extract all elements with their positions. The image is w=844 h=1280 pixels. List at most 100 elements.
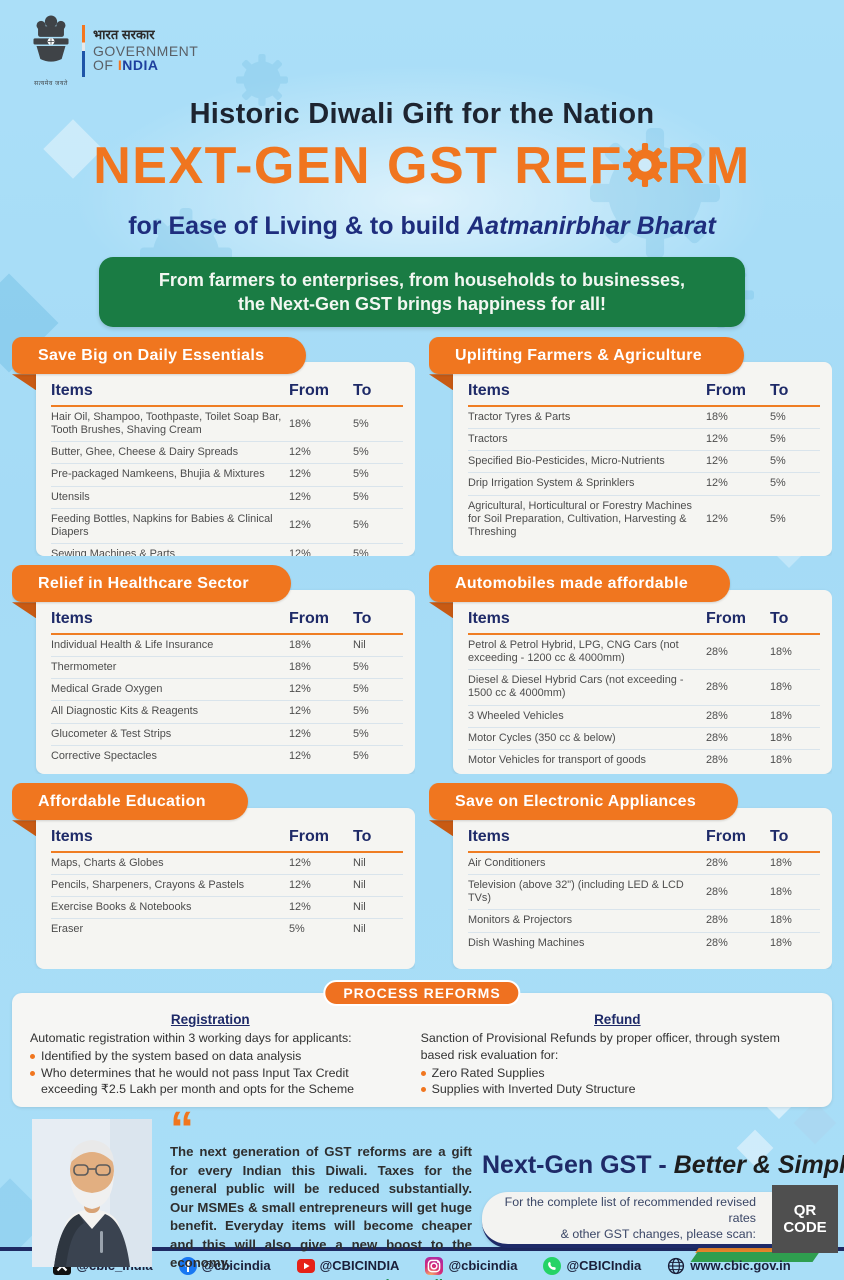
social-link-whatsapp[interactable]: @CBICIndia: [543, 1256, 642, 1275]
refund-intro: Sanction of Provisional Refunds by prope…: [420, 1031, 780, 1062]
ribbon-fold: [12, 374, 36, 391]
item-name: Glucometer & Test Strips: [51, 722, 289, 746]
rate-table: Items From To Individual Health & Life I…: [51, 610, 403, 767]
to-rate: 5%: [353, 507, 403, 544]
social-link-website[interactable]: www.cbic.gov.in: [667, 1257, 791, 1275]
cta-headline: Next-Gen GST - Better & Simpler !: [482, 1151, 844, 1180]
gov-line2: OF INDIA: [93, 57, 159, 74]
col-header-from: From: [289, 610, 353, 636]
category-title: Save Big on Daily Essentials: [38, 347, 265, 365]
table-row: Monitors & Projectors 28% 18%: [468, 909, 820, 932]
from-rate: 12%: [289, 744, 353, 767]
scan-instruction: For the complete list of recommended rev…: [504, 1194, 756, 1242]
item-name: Individual Health & Life Insurance: [51, 639, 214, 652]
to-rate: Nil: [353, 639, 366, 652]
item-name: Diesel & Diesel Hybrid Cars (not exceedi…: [468, 669, 706, 705]
table-row: Pencils, Sharpeners, Crayons & Pastels 12…: [51, 874, 403, 897]
category-panel: Items From To Petrol & Petrol Hybrid, LP…: [453, 590, 832, 775]
table-row: Glucometer & Test Strips 12% 5%: [51, 722, 403, 746]
from-rate: 18%: [289, 417, 311, 430]
to-rate: 5%: [353, 722, 403, 746]
col-header-items: Items: [468, 382, 706, 408]
table-row: Individual Health & Life Insurance 18% Nil: [51, 634, 403, 657]
from-rate: 28%: [706, 857, 728, 870]
from-rate: 12%: [289, 441, 353, 464]
process-reforms-badge: PROCESS REFORMS: [323, 980, 521, 1007]
table-row: Television (above 32") (including LED & …: [468, 874, 820, 910]
scan-pill: For the complete list of recommended rev…: [482, 1185, 838, 1254]
rate-table: Items From To Maps, Charts & Globes 12% Ni…: [51, 828, 403, 941]
ribbon-fold: [429, 820, 453, 837]
category-card: Automobiles made affordable Items From T…: [429, 565, 832, 775]
col-header-items: Items: [468, 610, 706, 636]
table-row: Air Conditioners 28% 18%: [468, 852, 820, 875]
table-row: Corrective Spectacles 12% 5%: [51, 744, 403, 767]
emblem-caption: सत्यमेव जयते: [34, 81, 68, 87]
item-name: Air Conditioners: [468, 857, 546, 870]
item-name: Butter, Ghee, Cheese & Dairy Spreads: [51, 441, 289, 464]
to-rate: Nil: [353, 874, 403, 897]
whatsapp-icon: [543, 1256, 562, 1275]
ashoka-emblem-icon: [33, 15, 69, 62]
to-rate: 18%: [770, 645, 792, 658]
to-rate: 5%: [353, 678, 403, 701]
table-row: Hair Oil, Shampoo, Toothpaste, Toilet So…: [51, 406, 403, 442]
from-rate: 12%: [706, 450, 770, 473]
category-panel: Items From To Individual Health & Life I…: [36, 590, 415, 775]
to-rate: 5%: [353, 744, 403, 767]
rate-table: Items From To Air Conditioners 28% 18% Tele…: [468, 828, 820, 954]
bullet-item: Supplies with Inverted Duty Structure: [420, 1081, 814, 1098]
to-rate: Nil: [353, 918, 403, 941]
to-rate: 5%: [353, 441, 403, 464]
item-name: All Diagnostic Kits & Reagents: [51, 700, 289, 723]
facebook-icon: [178, 1256, 197, 1275]
kicker-title: Historic Diwali Gift for the Nation: [189, 98, 655, 130]
social-link-instagram[interactable]: @cbicindia: [425, 1256, 517, 1275]
table-row: Exercise Books & Notebooks 12% Nil: [51, 896, 403, 919]
to-rate: 18%: [770, 909, 820, 932]
table-row: Agricultural, Horticultural or Forestry …: [468, 494, 820, 543]
table-header-row: Items From To: [468, 828, 820, 854]
item-name: Petrol & Petrol Hybrid, LPG, CNG Cars (n…: [468, 639, 679, 665]
from-rate: 12%: [289, 678, 353, 701]
category-title: Relief in Healthcare Sector: [38, 575, 249, 593]
highlight-banner: From farmers to enterprises, from househ…: [99, 256, 745, 328]
from-rate: 12%: [289, 542, 353, 557]
category-ribbon: Save Big on Daily Essentials: [12, 337, 307, 375]
registration-bullets: Identified by the system based on data a…: [30, 1048, 391, 1098]
social-link-facebook[interactable]: @cbicindia: [178, 1256, 271, 1275]
website-icon: [667, 1257, 685, 1275]
from-rate: 28%: [706, 874, 770, 910]
rate-cards-grid: Save Big on Daily Essentials Items From …: [12, 337, 832, 970]
to-rate: 5%: [353, 700, 403, 723]
item-name: Television (above 32") (including LED & …: [468, 874, 706, 910]
ribbon-fold: [429, 602, 453, 619]
table-row: Utensils 12% 5%: [51, 485, 403, 509]
col-header-from: From: [706, 382, 770, 408]
tricolor-bar: [82, 24, 85, 77]
category-ribbon: Relief in Healthcare Sector: [12, 565, 291, 603]
table-header-row: Items From To: [51, 610, 403, 636]
rate-table: Items From To Petrol & Petrol Hybrid, LP…: [468, 610, 820, 771]
category-card: Save on Electronic Appliances Items From…: [429, 783, 832, 970]
social-handle: @CBICIndia: [566, 1258, 642, 1273]
category-ribbon: Save on Electronic Appliances: [429, 783, 739, 821]
qr-code: QR CODE: [772, 1185, 838, 1254]
table-row: All Diagnostic Kits & Reagents 12% 5%: [51, 700, 403, 723]
item-name: Corrective Spectacles: [51, 744, 289, 767]
from-rate: 28%: [706, 726, 770, 750]
item-name: Tractor Tyres & Parts: [468, 411, 571, 424]
col-header-to: To: [770, 610, 820, 636]
ribbon-fold: [12, 602, 36, 619]
gov-hindi-label: भारत सरकार: [93, 26, 155, 42]
to-rate: 18%: [770, 931, 820, 954]
modi-photo: [32, 1119, 152, 1268]
social-link-youtube[interactable]: @CBICINDIA: [296, 1257, 399, 1275]
item-name: Exercise Books & Notebooks: [51, 896, 289, 919]
item-name: Specified Bio-Pesticides, Micro-Nutrient…: [468, 450, 706, 473]
to-rate: 18%: [770, 704, 820, 728]
to-rate: 5%: [770, 411, 786, 424]
ribbon-fold: [429, 374, 453, 391]
table-row: Motor Vehicles for transport of goods 28%…: [468, 748, 820, 771]
quote-author: Narendra Modi: [338, 1277, 443, 1280]
